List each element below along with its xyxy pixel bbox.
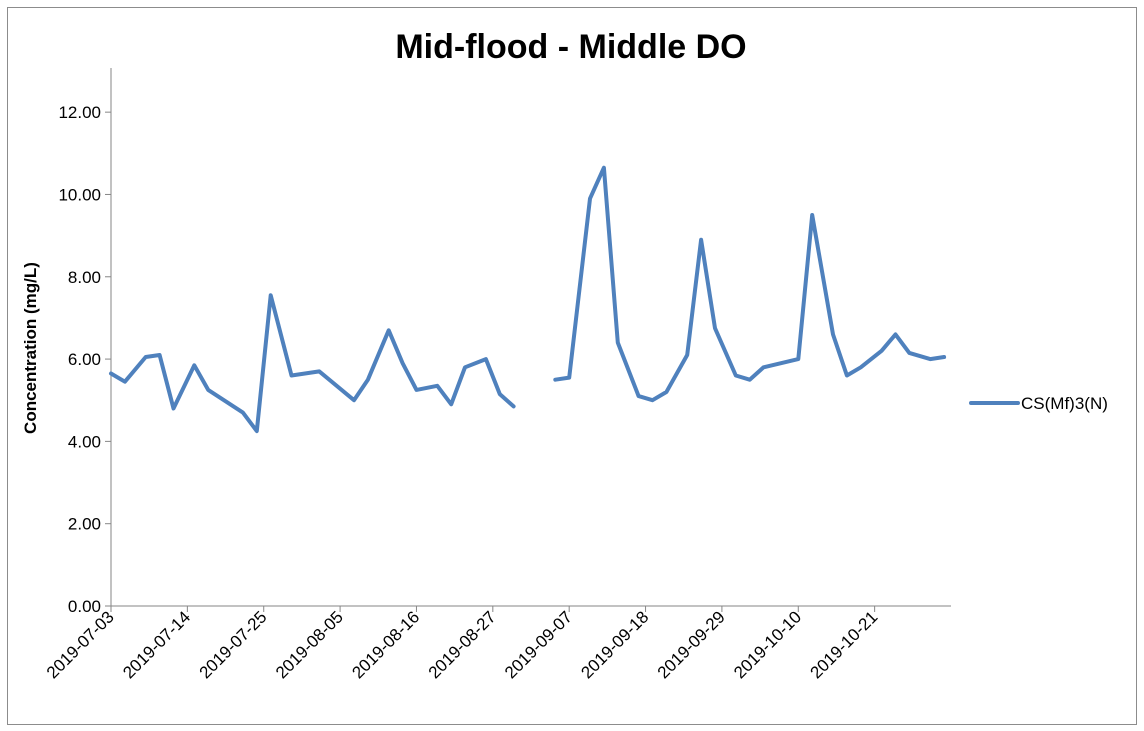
x-tick-label: 2019-09-07 xyxy=(501,607,576,682)
legend-label: CS(Mf)3(N) xyxy=(1021,394,1108,413)
legend: CS(Mf)3(N) xyxy=(969,394,1108,413)
x-tick-label: 2019-09-29 xyxy=(654,607,729,682)
y-tick-label: 4.00 xyxy=(68,432,101,451)
x-tick-label: 2019-08-05 xyxy=(272,607,347,682)
y-tick-label: 2.00 xyxy=(68,515,101,534)
x-tick-label: 2019-10-10 xyxy=(730,607,805,682)
x-tick-label: 2019-09-18 xyxy=(577,607,652,682)
y-tick-label: 0.00 xyxy=(68,597,101,616)
chart-svg: Mid-flood - Middle DO Concentration (mg/… xyxy=(21,28,1108,682)
x-tick-label: 2019-07-14 xyxy=(119,607,194,682)
x-tick-label: 2019-07-25 xyxy=(196,607,271,682)
x-tick-label: 2019-07-03 xyxy=(43,607,118,682)
series-group xyxy=(109,165,947,434)
x-tick-label: 2019-08-27 xyxy=(425,607,500,682)
y-tick-label: 6.00 xyxy=(68,350,101,369)
y-tick-label: 10.00 xyxy=(58,185,101,204)
chart-frame: Mid-flood - Middle DO Concentration (mg/… xyxy=(7,7,1137,725)
y-axis-label: Concentration (mg/L) xyxy=(21,262,40,434)
chart-title: Mid-flood - Middle DO xyxy=(395,28,746,66)
series-line xyxy=(109,165,947,434)
x-tick-label: 2019-10-21 xyxy=(807,607,882,682)
y-tick-label: 8.00 xyxy=(68,268,101,287)
x-tick-label: 2019-08-16 xyxy=(348,607,423,682)
x-axis: 2019-07-03 2019-07-14 2019-07-25 2019-08-05… xyxy=(43,605,951,682)
y-tick-label: 12.00 xyxy=(58,103,101,122)
y-axis: 0.00 2.00 4.00 6.00 8.00 10.00 12.00 xyxy=(58,68,112,616)
